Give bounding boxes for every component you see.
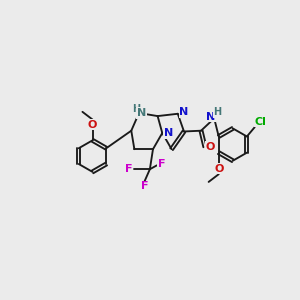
Text: H: H	[213, 107, 221, 117]
Text: O: O	[88, 120, 97, 130]
Text: N: N	[137, 108, 146, 118]
Text: F: F	[141, 181, 148, 191]
Text: H: H	[132, 104, 140, 114]
Text: N: N	[206, 112, 215, 122]
Text: Cl: Cl	[254, 117, 266, 127]
Text: N: N	[179, 107, 189, 117]
Text: N: N	[164, 128, 173, 138]
Text: O: O	[214, 164, 224, 174]
Text: O: O	[206, 142, 215, 152]
Text: F: F	[158, 159, 165, 169]
Text: F: F	[125, 164, 133, 174]
